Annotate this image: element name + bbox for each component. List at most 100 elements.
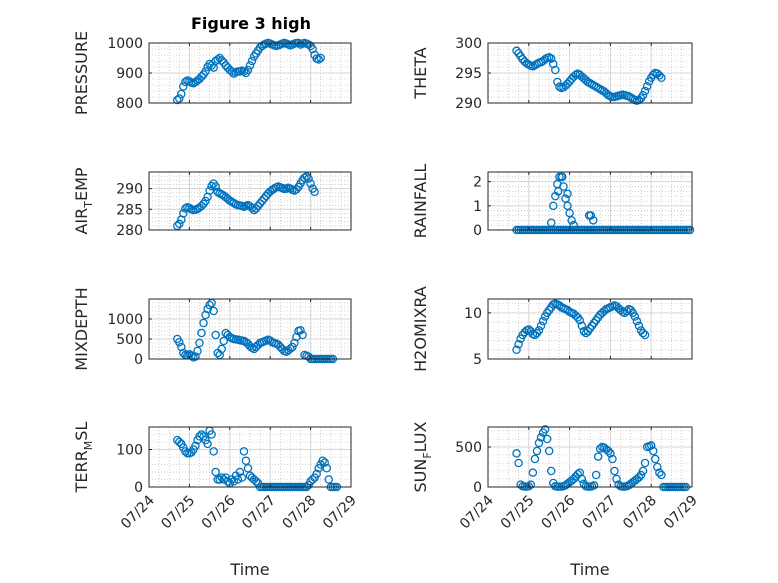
- data-point: [638, 466, 648, 476]
- y-axis-label: RAINFALL: [411, 164, 430, 239]
- data-point: [538, 316, 548, 326]
- data-point: [530, 454, 540, 464]
- x-tick-label: 07/24: [118, 492, 158, 532]
- data-point: [211, 330, 220, 340]
- data-point: [197, 72, 206, 81]
- data-point: [177, 89, 186, 99]
- x-tick-label: 07/26: [539, 492, 579, 532]
- data-point: [235, 467, 245, 477]
- data-point: [514, 339, 523, 349]
- data-point: [586, 211, 596, 220]
- data-point: [634, 321, 644, 331]
- y-tick-label: 285: [116, 202, 143, 218]
- data-point: [205, 186, 214, 195]
- data-point: [209, 306, 218, 316]
- data-point: [191, 352, 200, 361]
- x-tick-label: 07/28: [280, 493, 320, 533]
- data-point: [606, 449, 615, 458]
- data-point: [318, 456, 327, 465]
- data-point: [540, 425, 550, 434]
- data-point: [175, 437, 184, 447]
- data-point: [565, 77, 574, 86]
- data-point: [563, 79, 572, 89]
- x-tick-label: 07/29: [661, 493, 701, 533]
- y-tick-label: 0: [134, 480, 143, 496]
- data-point: [636, 470, 646, 480]
- data-point: [197, 430, 206, 439]
- data-point: [634, 473, 644, 482]
- data-point: [193, 346, 202, 356]
- data-point: [610, 466, 619, 476]
- data-point: [569, 220, 578, 230]
- data-point: [243, 65, 253, 75]
- data-point: [553, 77, 562, 87]
- y-axis-label: TERRMSL: [72, 422, 95, 494]
- data-point: [544, 446, 554, 456]
- data-point: [175, 219, 184, 229]
- data-point: [302, 172, 311, 181]
- data-point: [638, 328, 648, 338]
- y-tick-label: 10: [464, 306, 482, 322]
- data-point: [223, 477, 233, 486]
- data-point: [646, 441, 656, 450]
- axes-box: [148, 171, 352, 231]
- data-point: [634, 95, 644, 105]
- data-point: [655, 71, 664, 80]
- data-point: [322, 463, 332, 473]
- data-point: [247, 56, 257, 66]
- data-point: [512, 345, 521, 355]
- data-point: [589, 481, 599, 490]
- data-point: [304, 174, 313, 183]
- data-point: [632, 316, 642, 326]
- data-point: [237, 473, 247, 482]
- data-point: [314, 55, 323, 64]
- data-point: [211, 467, 220, 477]
- data-point: [577, 321, 587, 331]
- data-point: [173, 221, 182, 231]
- x-tick-label: 07/25: [158, 493, 198, 533]
- data-point: [245, 61, 255, 70]
- data-point: [175, 94, 184, 103]
- y-tick-label: 5: [473, 352, 482, 368]
- data-point: [179, 209, 188, 218]
- data-point: [642, 81, 652, 91]
- data-point: [310, 187, 319, 197]
- data-point: [217, 56, 226, 65]
- data-point: [195, 432, 204, 441]
- data-point: [638, 90, 648, 100]
- y-tick-label: 900: [116, 66, 143, 82]
- data-point: [239, 67, 249, 76]
- x-tick-label: 07/27: [239, 493, 279, 533]
- y-tick-label: 100: [116, 443, 143, 459]
- data-point: [524, 481, 534, 491]
- panel-terr_msl: 0 100 TERRMSL 07/24 07/25 07/26 07/27 07/28 07/2…: [72, 422, 360, 579]
- y-tick-label: 1: [473, 199, 482, 215]
- data-point: [320, 458, 329, 467]
- panel-theta: 290 295 300 THETA: [411, 36, 693, 112]
- data-point: [514, 458, 523, 468]
- data-point: [595, 444, 605, 453]
- data-point: [239, 447, 249, 456]
- data-point: [575, 315, 585, 325]
- data-point: [306, 179, 315, 188]
- y-axis-label: THETA: [411, 47, 430, 99]
- y-axis-label: MIXDEPTH: [72, 287, 91, 370]
- data-point: [316, 53, 325, 63]
- data-point: [559, 182, 568, 191]
- y-axis-label: H2OMIXRA: [411, 286, 430, 372]
- data-point: [185, 203, 194, 213]
- data-point: [175, 337, 184, 347]
- data-point: [288, 342, 297, 352]
- y-tick-label: 2: [473, 175, 482, 191]
- data-point: [589, 216, 598, 225]
- data-point: [259, 194, 269, 203]
- panel-pressure: 800 900 1000 PRESSURE: [72, 31, 352, 115]
- data-point: [604, 446, 613, 456]
- x-axis-label: Time: [569, 560, 609, 579]
- data-point: [205, 300, 214, 310]
- minor-grid: [148, 426, 352, 488]
- data-point: [255, 199, 265, 208]
- data-point: [546, 218, 556, 227]
- data-point: [312, 469, 321, 479]
- data-point: [577, 474, 587, 484]
